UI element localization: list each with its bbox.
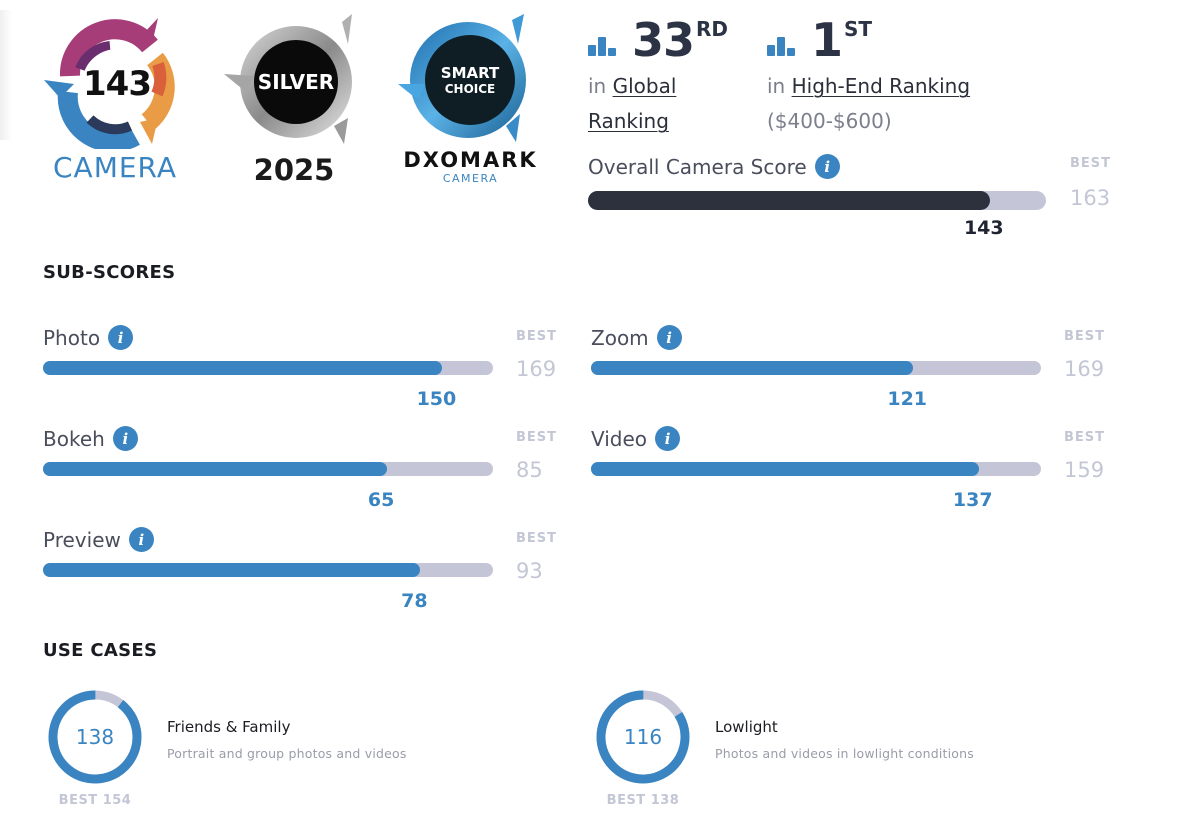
smart-choice-text: SMART CHOICE (425, 35, 515, 125)
overall-score-fill (588, 191, 990, 210)
global-ranking-link[interactable]: Global Ranking (588, 74, 677, 133)
sub-score-fill (591, 361, 914, 375)
use-case-title: Lowlight (715, 718, 778, 736)
best-label: BEST (516, 430, 558, 445)
sub-score-value: 121 (887, 388, 928, 410)
use-case-score: 138 (75, 725, 115, 749)
page-edge-shadow (0, 10, 12, 140)
info-icon[interactable]: i (656, 325, 682, 350)
sub-score-preview: Preview i 78 BEST 93 (43, 527, 563, 617)
info-icon[interactable]: i (112, 426, 138, 451)
choice-text: CHOICE (444, 81, 496, 96)
use-case-description: Photos and videos in lowlight conditions (715, 746, 974, 761)
silver-ring-icon (224, 14, 352, 144)
rank-prefix: in (767, 74, 786, 98)
sub-score-fill (43, 462, 388, 476)
sub-score-video: Video i 137 BEST 159 (591, 426, 1111, 516)
sub-score-bokeh: Bokeh i 65 BEST 85 (43, 426, 563, 516)
high-end-ranking: 1 ST in High-End Ranking ($400-$600) (767, 14, 1067, 139)
sub-score-value: 150 (416, 388, 457, 410)
use-cases-heading: USE CASES (43, 640, 158, 661)
sub-score-best: 159 (1064, 458, 1105, 482)
global-ranking: 33 RD in Global Ranking (588, 14, 753, 139)
smart-choice-badge: SMART CHOICE DXOMARK CAMERA (388, 14, 553, 185)
use-case-best: BEST 154 (58, 793, 132, 808)
sub-score-label: Zoom (591, 325, 649, 350)
sub-score-value: 137 (952, 489, 993, 511)
sub-score-track (43, 563, 493, 577)
overall-best-value: 163 (1070, 186, 1111, 210)
sub-score-fill (591, 462, 979, 476)
sub-score-value: 65 (367, 489, 395, 511)
dxomark-camera-text: CAMERA (442, 172, 499, 185)
use-case-friends-family: 138 BEST 154 Friends & Family Portrait a… (47, 689, 567, 819)
sub-score-label: Preview (43, 527, 121, 552)
high-end-rank-number: 1 (811, 13, 843, 67)
sub-score-zoom: Zoom i 121 BEST 169 (591, 325, 1111, 415)
ring-fill (48, 690, 142, 784)
high-end-ranking-link[interactable]: High-End Ranking (791, 74, 971, 98)
silver-text: SILVER (257, 70, 335, 94)
high-end-rank-suffix: ST (844, 17, 873, 41)
sub-score-track (43, 462, 493, 476)
sub-score-fill (43, 563, 421, 577)
info-icon[interactable]: i (655, 426, 681, 451)
camera-score-value: 143 (83, 64, 152, 104)
camera-score-ring-icon (44, 18, 175, 149)
best-label: BEST (1064, 430, 1106, 445)
sub-score-fill (43, 361, 443, 375)
use-case-lowlight: 116 BEST 138 Lowlight Photos and videos … (595, 689, 1115, 819)
overall-score-value: 143 (963, 217, 1004, 239)
global-rank-suffix: RD (696, 17, 729, 41)
dxomark-logo-text: DXOMARK (403, 148, 538, 172)
best-label: BEST (1070, 156, 1112, 171)
sub-score-track (43, 361, 493, 375)
smart-choice-ring-icon (398, 14, 526, 142)
camera-score-badge: 143 CAMERA (40, 14, 190, 185)
info-icon[interactable]: i (128, 527, 154, 552)
global-rank-number: 33 (632, 13, 695, 67)
use-case-title: Friends & Family (167, 718, 291, 736)
price-range: ($400-$600) (767, 109, 892, 133)
sub-score-label: Photo (43, 325, 101, 350)
use-case-ring (596, 690, 690, 784)
ring-fill (596, 690, 690, 784)
use-case-description: Portrait and group photos and videos (167, 746, 407, 761)
sub-scores-heading: SUB-SCORES (43, 262, 176, 283)
best-label: BEST (1064, 329, 1106, 344)
best-label: BEST (516, 329, 558, 344)
use-case-score: 116 (623, 725, 663, 749)
rank-prefix: in (588, 74, 607, 98)
sub-score-best: 93 (516, 559, 543, 583)
bar-chart-icon (588, 34, 618, 56)
overall-score-track (588, 191, 1046, 210)
sub-score-best: 169 (516, 357, 557, 381)
use-case-ring (48, 690, 142, 784)
camera-badge-label: CAMERA (52, 151, 178, 184)
bar-chart-icon (767, 34, 797, 56)
sub-score-label: Bokeh (43, 426, 105, 451)
overall-camera-score: Overall Camera Score i 143 BEST 163 (588, 154, 1112, 244)
overall-score-label: Overall Camera Score (588, 154, 807, 179)
sub-score-photo: Photo i 150 BEST 169 (43, 325, 563, 415)
award-year: 2025 (253, 153, 335, 187)
sub-score-best: 85 (516, 458, 543, 482)
sub-score-value: 78 (401, 590, 428, 612)
use-case-best: BEST 138 (606, 793, 680, 808)
best-label: BEST (516, 531, 558, 546)
sub-score-track (591, 462, 1041, 476)
sub-score-track (591, 361, 1041, 375)
info-icon[interactable]: i (108, 325, 134, 350)
silver-award-badge: SILVER 2025 (224, 14, 364, 187)
smart-text: SMART (440, 63, 500, 82)
sub-score-label: Video (591, 426, 648, 451)
sub-score-best: 169 (1064, 357, 1105, 381)
info-icon[interactable]: i (814, 154, 840, 179)
